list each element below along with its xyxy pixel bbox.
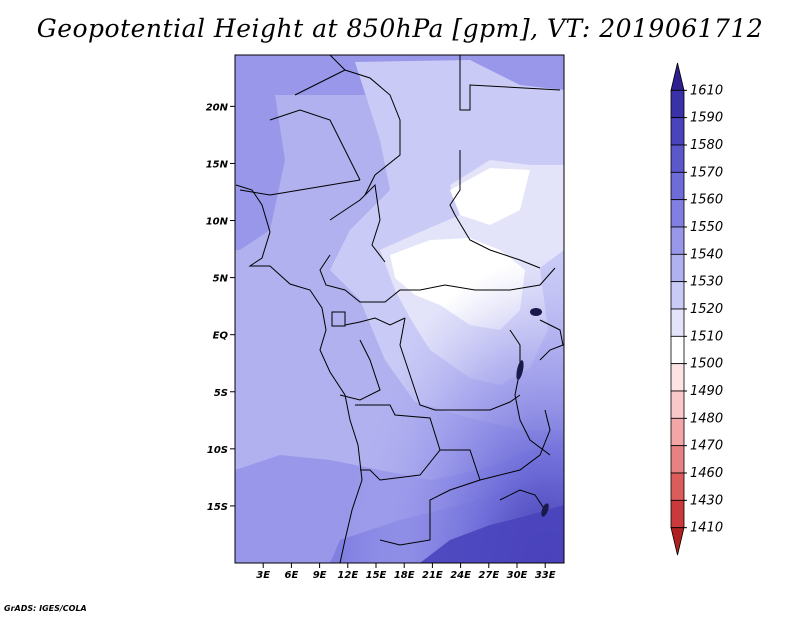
colorbar-swatch	[670, 171, 685, 201]
colorbar-swatch	[670, 308, 685, 337]
colorbar-label: 1590	[690, 111, 723, 126]
colorbar-label: 1530	[690, 275, 723, 290]
colorbar-label: 1570	[690, 165, 723, 180]
colorbar-swatch	[670, 226, 685, 255]
y-tick-label: 5S	[214, 388, 228, 399]
colorbar-swatch	[670, 363, 685, 392]
x-tick-label: 3E	[256, 570, 270, 581]
colorbar-swatch	[670, 390, 685, 419]
x-tick-label: 15E	[366, 570, 387, 581]
y-tick-label: EQ	[213, 331, 229, 342]
country-borders	[235, 55, 564, 563]
colorbar-label: 1550	[690, 220, 723, 235]
colorbar-label: 1500	[690, 357, 723, 372]
colorbar-swatch	[670, 62, 685, 91]
colorbar-swatch	[670, 281, 685, 310]
y-tick-label: 15S	[207, 502, 228, 513]
colorbar-label: 1470	[690, 439, 723, 454]
y-tick-label: 20N	[206, 102, 229, 113]
colorbar-swatch	[670, 472, 685, 501]
colorbar: 1610 1590 1580 1570 1560 1550 1540 1530 1520 1510…	[670, 62, 723, 556]
colorbar-swatch	[670, 499, 685, 529]
x-tick-label: 27E	[478, 570, 499, 581]
x-tick-label: 30E	[507, 570, 528, 581]
x-tick-label: 18E	[394, 570, 415, 581]
colorbar-label: 1540	[690, 247, 723, 262]
y-tick-label: 5N	[213, 274, 229, 285]
x-tick-label: 6E	[285, 570, 299, 581]
x-axis: 3E 6E 9E 12E 15E 18E 21E 24E 27E 30E 33E	[256, 563, 556, 581]
x-tick-label: 9E	[313, 570, 327, 581]
colorbar-swatch	[670, 117, 685, 146]
colorbar-label: 1490	[690, 384, 723, 399]
colorbar-swatch	[670, 253, 685, 283]
colorbar-label: 1410	[690, 521, 723, 536]
x-tick-label: 21E	[422, 570, 443, 581]
colorbar-label: 1580	[690, 138, 723, 153]
colorbar-swatch	[670, 417, 685, 447]
colorbar-swatch	[670, 527, 685, 556]
map-frame	[234, 54, 565, 564]
colorbar-label: 1610	[690, 83, 723, 98]
colorbar-label: 1520	[690, 302, 723, 317]
grads-credit: GrADS: IGES/COLA	[4, 604, 87, 613]
x-tick-label: 24E	[450, 570, 471, 581]
water-bodies	[516, 308, 549, 517]
x-tick-label: 33E	[535, 570, 556, 581]
y-axis: 20N 15N 10N 5N EQ 5S 10S 15S	[206, 102, 235, 513]
y-tick-label: 10S	[207, 445, 228, 456]
height-field	[235, 55, 564, 563]
colorbar-label: 1430	[690, 493, 723, 508]
colorbar-label: 1560	[690, 193, 723, 208]
colorbar-label: 1460	[690, 466, 723, 481]
colorbar-label: 1480	[690, 411, 723, 426]
colorbar-swatch	[670, 89, 685, 119]
colorbar-swatch	[670, 445, 685, 474]
colorbar-swatch	[670, 144, 685, 173]
colorbar-swatch	[670, 199, 685, 228]
map-title: Geopotential Height at 850hPa [gpm], VT:…	[36, 14, 764, 43]
x-tick-label: 12E	[337, 570, 358, 581]
colorbar-label: 1510	[690, 329, 723, 344]
colorbar-swatch	[670, 335, 685, 365]
y-tick-label: 15N	[206, 159, 229, 170]
y-tick-label: 10N	[206, 217, 229, 228]
